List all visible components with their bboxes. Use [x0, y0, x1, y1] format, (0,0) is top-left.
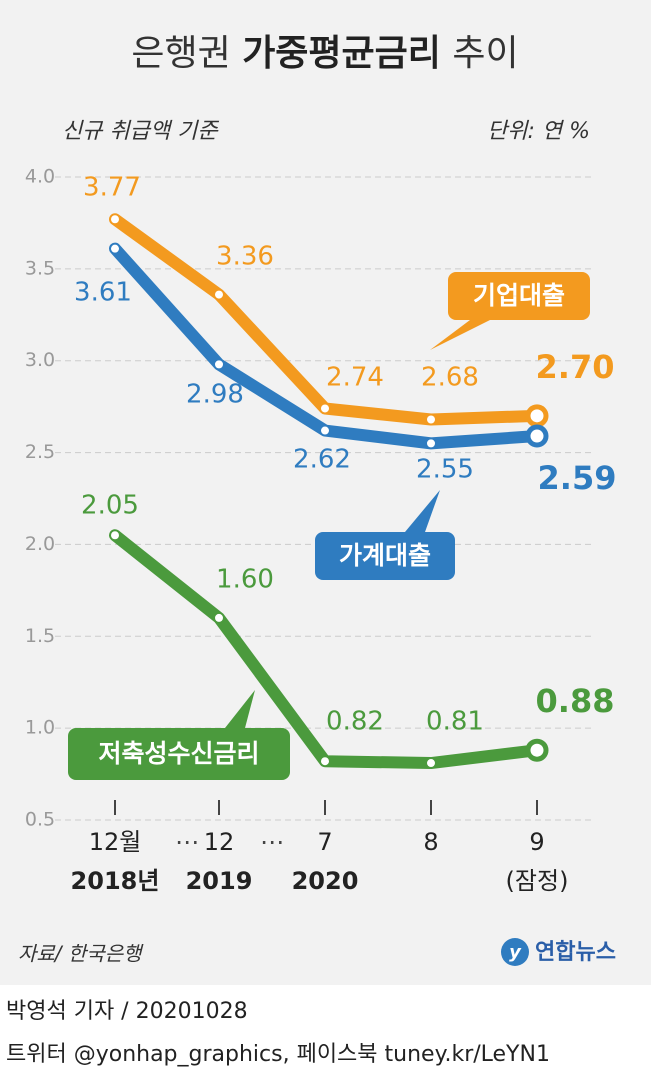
data-label: 2.70	[536, 348, 615, 386]
legend-pointer	[430, 320, 490, 350]
legend-box	[448, 272, 590, 320]
data-label: 3.36	[216, 242, 274, 272]
x-tick-label: 12	[204, 828, 235, 856]
y-tick-label: 1.0	[25, 717, 55, 739]
social: 트위터 @yonhap_graphics, 페이스북 tuney.kr/LeYN…	[6, 1042, 550, 1067]
data-label: 2.98	[186, 380, 244, 410]
data-point	[321, 404, 329, 413]
data-label: 2.05	[81, 491, 139, 521]
data-point	[215, 360, 223, 369]
y-tick-label: 3.0	[25, 349, 55, 371]
legend-box	[315, 532, 455, 580]
legend-pointer	[225, 690, 255, 728]
data-label: 2.55	[416, 455, 474, 485]
data-label: 0.88	[536, 682, 615, 720]
title-part: 은행권	[131, 33, 230, 74]
byline: 박영석 기자 / 20201028	[6, 999, 248, 1024]
legend-pointer	[405, 490, 440, 532]
chart-title: 은행권 가중평균금리 추이	[131, 33, 518, 74]
data-point	[321, 757, 329, 766]
data-point	[215, 290, 223, 299]
logo: 연합뉴스	[535, 939, 616, 965]
data-point	[321, 426, 329, 435]
ellipsis: ⋯	[260, 828, 284, 856]
data-label: 0.81	[426, 707, 484, 737]
title-part: 추이	[452, 33, 518, 74]
data-label: 2.68	[421, 363, 479, 393]
x-tick-label: 8	[423, 828, 438, 856]
data-point	[111, 244, 119, 253]
data-point	[427, 415, 435, 424]
subtitle: 신규 취급액 기준	[62, 119, 219, 144]
data-label: 2.74	[326, 363, 384, 393]
ellipsis: ⋯	[175, 828, 199, 856]
y-tick-label: 2.0	[25, 533, 55, 555]
data-label: 2.62	[293, 445, 351, 475]
background	[0, 0, 651, 985]
x-tick-sublabel: 2018년	[71, 867, 160, 895]
data-point	[111, 215, 119, 224]
data-point	[427, 439, 435, 448]
x-tick-sublabel: 2019	[186, 867, 253, 895]
legend-box	[68, 728, 290, 780]
x-tick-sublabel: (잠정)	[506, 867, 569, 895]
legend-label: 기업대출	[473, 281, 565, 310]
x-tick-sublabel: 2020	[292, 867, 359, 895]
data-label: 2.59	[538, 459, 617, 497]
y-tick-label: 2.5	[25, 441, 55, 463]
y-tick-label: 3.5	[25, 257, 55, 279]
legend-label: 가계대출	[339, 541, 431, 570]
data-point	[525, 424, 549, 448]
x-tick-label: 9	[529, 828, 544, 856]
data-point	[427, 759, 435, 768]
plot: 0.5 1.0 1.5 2.0 2.5 3.0 3.5 4.0 12월 2018년 12 2019 7 2…	[25, 166, 617, 896]
logo-glyph: y	[509, 942, 522, 963]
title-part: 가중평균금리	[242, 33, 441, 74]
y-tick-label: 0.5	[25, 809, 55, 831]
y-tick-label: 4.0	[25, 166, 55, 188]
data-label: 0.82	[326, 707, 384, 737]
legend-label: 저축성수신금리	[98, 739, 259, 768]
unit: 단위: 연 %	[487, 119, 590, 144]
x-tick-label: 7	[317, 828, 332, 856]
data-label: 3.61	[74, 278, 132, 308]
x-tick-label: 12월	[89, 828, 142, 856]
logo-icon	[501, 938, 529, 966]
data-point	[525, 404, 549, 428]
data-label: 1.60	[216, 565, 274, 595]
data-point	[215, 613, 223, 622]
data-point	[525, 738, 549, 762]
source: 자료/ 한국은행	[18, 942, 144, 966]
y-tick-label: 1.5	[25, 625, 55, 647]
data-label: 3.77	[83, 173, 141, 203]
data-point	[111, 531, 119, 540]
